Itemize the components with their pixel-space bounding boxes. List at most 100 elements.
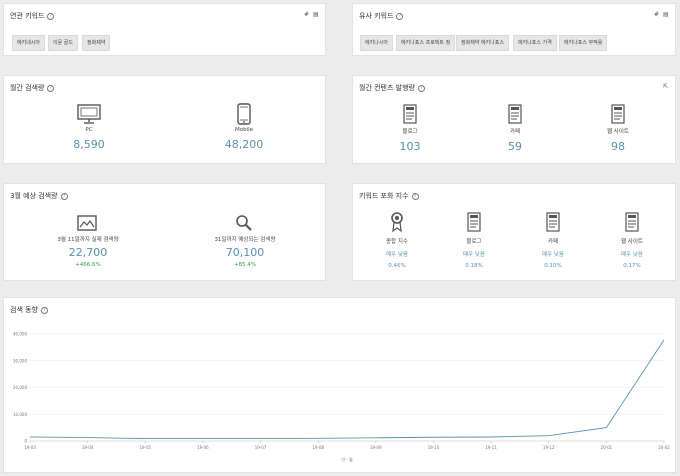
help-icon[interactable]: ? xyxy=(396,12,404,20)
card-toolbar: # ▤ xyxy=(654,12,669,18)
stat-value: 8,590 xyxy=(73,138,105,151)
x-tick-label: 20-01 xyxy=(601,445,613,450)
saturation-ratio: 0.46% xyxy=(388,263,406,269)
stat-label: 카페 xyxy=(509,129,521,135)
help-icon[interactable]: ? xyxy=(47,12,55,20)
x-tick-label: 20-02 xyxy=(658,445,670,450)
saturation-ratio: 0.18% xyxy=(465,263,483,269)
y-tick-label: 20,000 xyxy=(13,385,27,390)
keyword-tag[interactable]: 에키나포스 부작용 xyxy=(559,35,608,51)
cafe-doc-icon xyxy=(546,212,560,236)
table-icon[interactable]: ▤ xyxy=(313,11,319,18)
stat-value: 59 xyxy=(508,140,522,153)
y-tick-label: 0 xyxy=(24,439,27,444)
help-icon[interactable]: ? xyxy=(411,192,419,200)
mobile-icon xyxy=(237,103,251,129)
help-icon[interactable]: ? xyxy=(417,84,425,92)
pc-search-stat: PC 8,590 xyxy=(59,127,119,151)
stat-value: 48,200 xyxy=(224,138,264,151)
keyword-tag[interactable]: 이뮨 골드 xyxy=(48,35,78,51)
series-line xyxy=(29,339,665,440)
stat-label: 카페 xyxy=(547,239,559,245)
related-keywords-card: 연관 키워드 ? # ▤ 에키네시아 이뮨 골드 정화제약 xyxy=(3,3,326,56)
website-doc-icon xyxy=(625,212,639,236)
blog-doc-icon xyxy=(403,104,417,128)
hash-icon[interactable]: # xyxy=(304,11,310,18)
monthly-search-card: 월간 검색량 ? PC 8,590 Mobile 48,200 xyxy=(3,75,326,164)
y-tick-label: 40,000 xyxy=(13,332,27,337)
x-tick-label: 19-04 xyxy=(82,445,94,450)
card-title: 3월 예상 검색량 ? xyxy=(10,191,68,201)
card-title: 월간 검색량 ? xyxy=(10,83,55,93)
similar-keywords-card: 유사 키워드 ? # ▤ 에키나시아 에키나포스 프로텍트 정 정화제약 에키나… xyxy=(352,3,676,56)
cafe-content-stat: 카페 59 xyxy=(485,127,545,153)
stat-value: 70,100 xyxy=(225,246,265,259)
saturation-level: 매우 낮음 xyxy=(621,252,643,258)
x-tick-label: 19-07 xyxy=(255,445,267,450)
website-saturation-stat: 웹 사이트 매우 낮음 0.17% xyxy=(607,237,657,269)
y-tick-label: 10,000 xyxy=(13,412,27,417)
card-toolbar: ⇱ xyxy=(663,84,669,90)
image-chart-icon xyxy=(77,215,97,235)
mobile-search-stat: Mobile 48,200 xyxy=(214,127,274,151)
monthly-content-title: 월간 컨텐츠 발행량 xyxy=(359,84,415,92)
export-icon[interactable]: ⇱ xyxy=(663,83,669,90)
keyword-tag[interactable]: 에키나포스 가격 xyxy=(513,35,557,51)
keyword-tag[interactable]: 에키네시아 xyxy=(12,35,46,51)
cafe-doc-icon xyxy=(508,104,522,128)
x-tick-label: 19-06 xyxy=(197,445,209,450)
overall-saturation-stat: 종합 지수 매우 낮음 0.46% xyxy=(372,237,422,269)
monthly-content-card: 월간 컨텐츠 발행량 ? ⇱ 블로그 103 카페 59 웹 사이트 98 xyxy=(352,75,676,164)
forecast-title: 3월 예상 검색량 xyxy=(10,192,58,200)
award-ribbon-icon xyxy=(390,211,404,237)
blog-content-stat: 블로그 103 xyxy=(380,127,440,153)
x-tick-label: 19-11 xyxy=(485,445,497,450)
stat-label: 종합 지수 xyxy=(386,239,408,245)
blog-doc-icon xyxy=(467,212,481,236)
keyword-tag[interactable]: 정화제약 xyxy=(82,35,111,51)
search-trend-title: 검색 동향 xyxy=(10,306,38,314)
y-tick-label: 30,000 xyxy=(13,358,27,363)
search-trend-card: 검색 동향 ? 0 10,000 20,000 30,000 40,000 19-03 19… xyxy=(3,297,676,473)
keyword-tag[interactable]: 정화제약 에키나포스 xyxy=(456,35,509,51)
stat-value: 103 xyxy=(399,140,421,153)
stat-label: PC xyxy=(85,127,93,133)
stat-label: 31일까지 예상되는 검색량 xyxy=(214,237,276,243)
x-tick-label: 19-05 xyxy=(139,445,151,450)
keyword-tag[interactable]: 에키나포스 프로텍트 정 xyxy=(396,35,456,51)
similar-keywords-title: 유사 키워드 xyxy=(359,12,394,20)
monitor-icon xyxy=(77,104,101,128)
blog-saturation-stat: 블로그 매우 낮음 0.18% xyxy=(449,237,499,269)
search-trend-chart: 0 10,000 20,000 30,000 40,000 19-03 19-04 19-05… xyxy=(13,332,670,463)
help-icon[interactable]: ? xyxy=(41,306,48,314)
saturation-ratio: 0.10% xyxy=(544,263,562,269)
actual-search-stat: 3월 11일까지 실제 검색량 22,700 +466.6% xyxy=(42,235,134,268)
x-axis-label: 년 - 월 xyxy=(341,456,353,462)
help-icon[interactable]: ? xyxy=(60,192,68,200)
search-icon xyxy=(235,214,253,236)
table-icon[interactable]: ▤ xyxy=(663,11,669,18)
website-doc-icon xyxy=(611,104,625,128)
saturation-ratio: 0.17% xyxy=(623,263,641,269)
stat-label: 블로그 xyxy=(466,239,482,245)
card-title: 유사 키워드 ? xyxy=(359,11,404,21)
help-icon[interactable]: ? xyxy=(47,84,55,92)
monthly-search-title: 월간 검색량 xyxy=(10,84,45,92)
card-title: 키워드 포화 지수 ? xyxy=(359,191,419,201)
keyword-tag[interactable]: 에키나시아 xyxy=(360,35,394,51)
saturation-card: 키워드 포화 지수 ? 종합 지수 매우 낮음 0.46% 블로그 매우 낮음 … xyxy=(352,183,676,281)
expected-search-stat: 31일까지 예상되는 검색량 70,100 +85.4% xyxy=(199,235,291,268)
x-tick-label: 19-09 xyxy=(370,445,382,450)
card-title: 월간 컨텐츠 발행량 ? xyxy=(359,83,425,93)
stat-value: 98 xyxy=(611,140,625,153)
stat-label: 블로그 xyxy=(402,129,418,135)
forecast-card: 3월 예상 검색량 ? 3월 11일까지 실제 검색량 22,700 +466.… xyxy=(3,183,326,281)
card-title: 연관 키워드 ? xyxy=(10,11,55,21)
cafe-saturation-stat: 카페 매우 낮음 0.10% xyxy=(528,237,578,269)
stat-value: 22,700 xyxy=(68,246,108,259)
stat-change: +85.4% xyxy=(233,262,257,268)
card-title: 검색 동향 ? xyxy=(10,305,48,315)
hash-icon[interactable]: # xyxy=(654,11,660,18)
stat-label: Mobile xyxy=(234,127,254,133)
stat-label: 웹 사이트 xyxy=(607,129,629,135)
